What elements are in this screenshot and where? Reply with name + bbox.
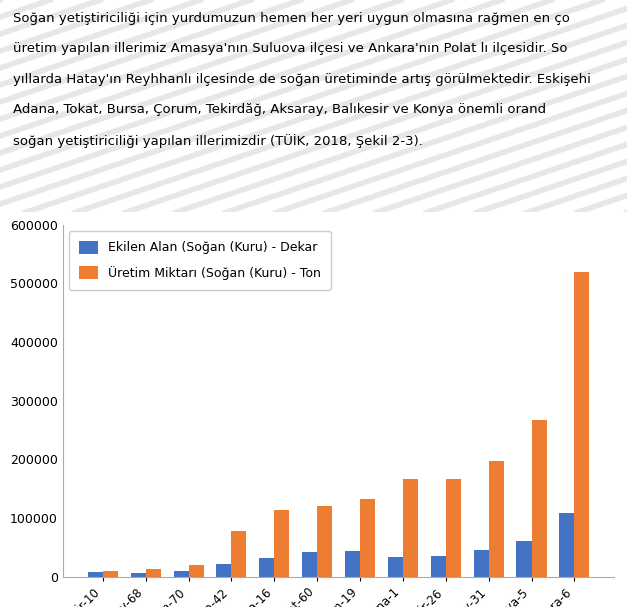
Bar	[345, 551, 360, 577]
Bar	[130, 573, 145, 577]
Bar	[403, 480, 418, 577]
Text: üretim yapılan illerimiz Amasya'nın Suluova ilçesi ve Ankara'nın Polat lı ilçesi: üretim yapılan illerimiz Amasya'nın Sulu…	[13, 42, 567, 55]
Bar	[446, 480, 461, 577]
Bar	[302, 552, 317, 577]
Bar	[145, 569, 161, 577]
Bar	[574, 271, 589, 577]
Bar	[216, 564, 231, 577]
Bar	[360, 498, 375, 577]
Bar	[260, 558, 274, 577]
Bar	[103, 571, 118, 577]
Text: soğan yetiştiriciliği yapılan illerimizdir (TÜİK, 2018, Şekil 2-3).: soğan yetiştiriciliği yapılan illerimizd…	[13, 134, 423, 148]
Bar	[388, 557, 403, 577]
Bar	[473, 550, 488, 577]
Text: Soğan yetiştiriciliği için yurdumuzun hemen her yeri uygun olmasına rağmen en ço: Soğan yetiştiriciliği için yurdumuzun he…	[13, 12, 569, 25]
Bar	[559, 514, 574, 577]
Bar	[189, 565, 204, 577]
Bar	[88, 572, 103, 577]
Text: Adana, Tokat, Bursa, Çorum, Tekirdăğ, Aksaray, Balıkesir ve Konya önemli orand: Adana, Tokat, Bursa, Çorum, Tekirdăğ, Ak…	[13, 103, 545, 116]
Legend: Ekilen Alan (Soğan (Kuru) - Dekar, Üretim Miktarı (Soğan (Kuru) - Ton: Ekilen Alan (Soğan (Kuru) - Dekar, Üreti…	[69, 231, 330, 290]
Bar	[532, 420, 547, 577]
Bar	[431, 555, 446, 577]
Bar	[317, 506, 332, 577]
Bar	[274, 510, 289, 577]
Bar	[174, 571, 189, 577]
Bar	[488, 461, 503, 577]
Bar	[517, 541, 532, 577]
Bar	[231, 532, 246, 577]
Text: yıllarda Hatay'ın Reyhhanlı ilçesinde de soğan üretiminde artış görülmektedir. E: yıllarda Hatay'ın Reyhhanlı ilçesinde de…	[13, 73, 591, 86]
